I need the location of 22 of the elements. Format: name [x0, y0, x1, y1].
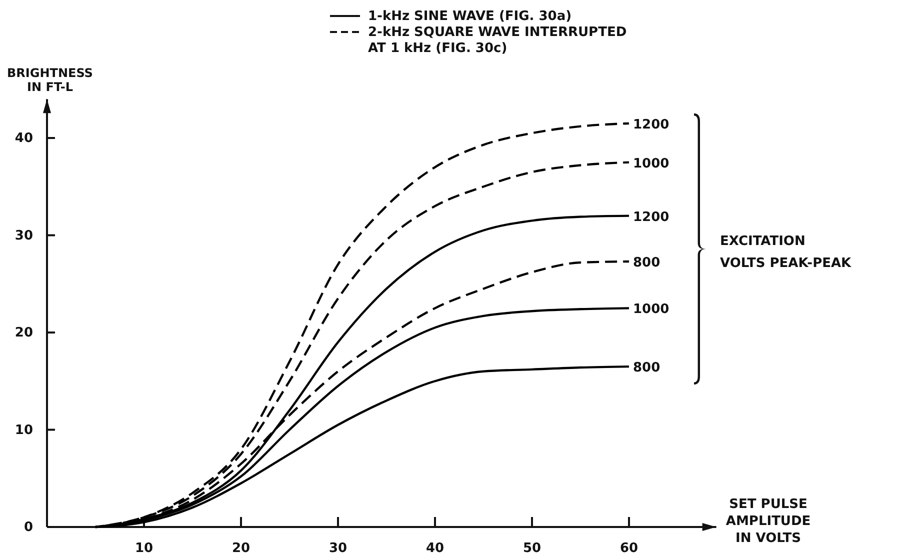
y-tick-label: 40 — [14, 131, 33, 146]
x-tick-label: 50 — [522, 541, 542, 556]
series-label: 800 — [633, 256, 660, 271]
series-label: 1200 — [633, 117, 670, 132]
text: EXCITATION VOLTS PEAK-PEAK — [720, 234, 852, 271]
series-label: 1200 — [633, 210, 670, 225]
x-tick-label: 20 — [232, 541, 250, 556]
y-tick-label: 0 — [24, 520, 33, 536]
y-tick-label: 10 — [14, 422, 33, 438]
x-axis-title: SET PULSE AMPLITUDE IN VOLTS — [726, 497, 811, 546]
y-axis-title: BRIGHTNESS IN FT-L — [7, 66, 93, 94]
series-label: 1000 — [633, 156, 670, 172]
y-tick-label: 20 — [14, 326, 33, 341]
text: 2-kHz SQUARE WAVE INTERRUPTED AT 1 kHz (FIG. 30c) — [368, 25, 627, 56]
x-tick-label: 60 — [620, 541, 638, 556]
text: 1-kHz SINE WAVE (FIG. 30a) — [368, 9, 572, 24]
x-tick-label: 40 — [426, 541, 444, 556]
series-label: 800 — [633, 360, 660, 376]
x-tick-label: 10 — [134, 541, 154, 556]
x-tick-label: 30 — [328, 541, 348, 556]
y-tick-label: 30 — [14, 228, 33, 244]
series-label: 1000 — [633, 302, 670, 318]
